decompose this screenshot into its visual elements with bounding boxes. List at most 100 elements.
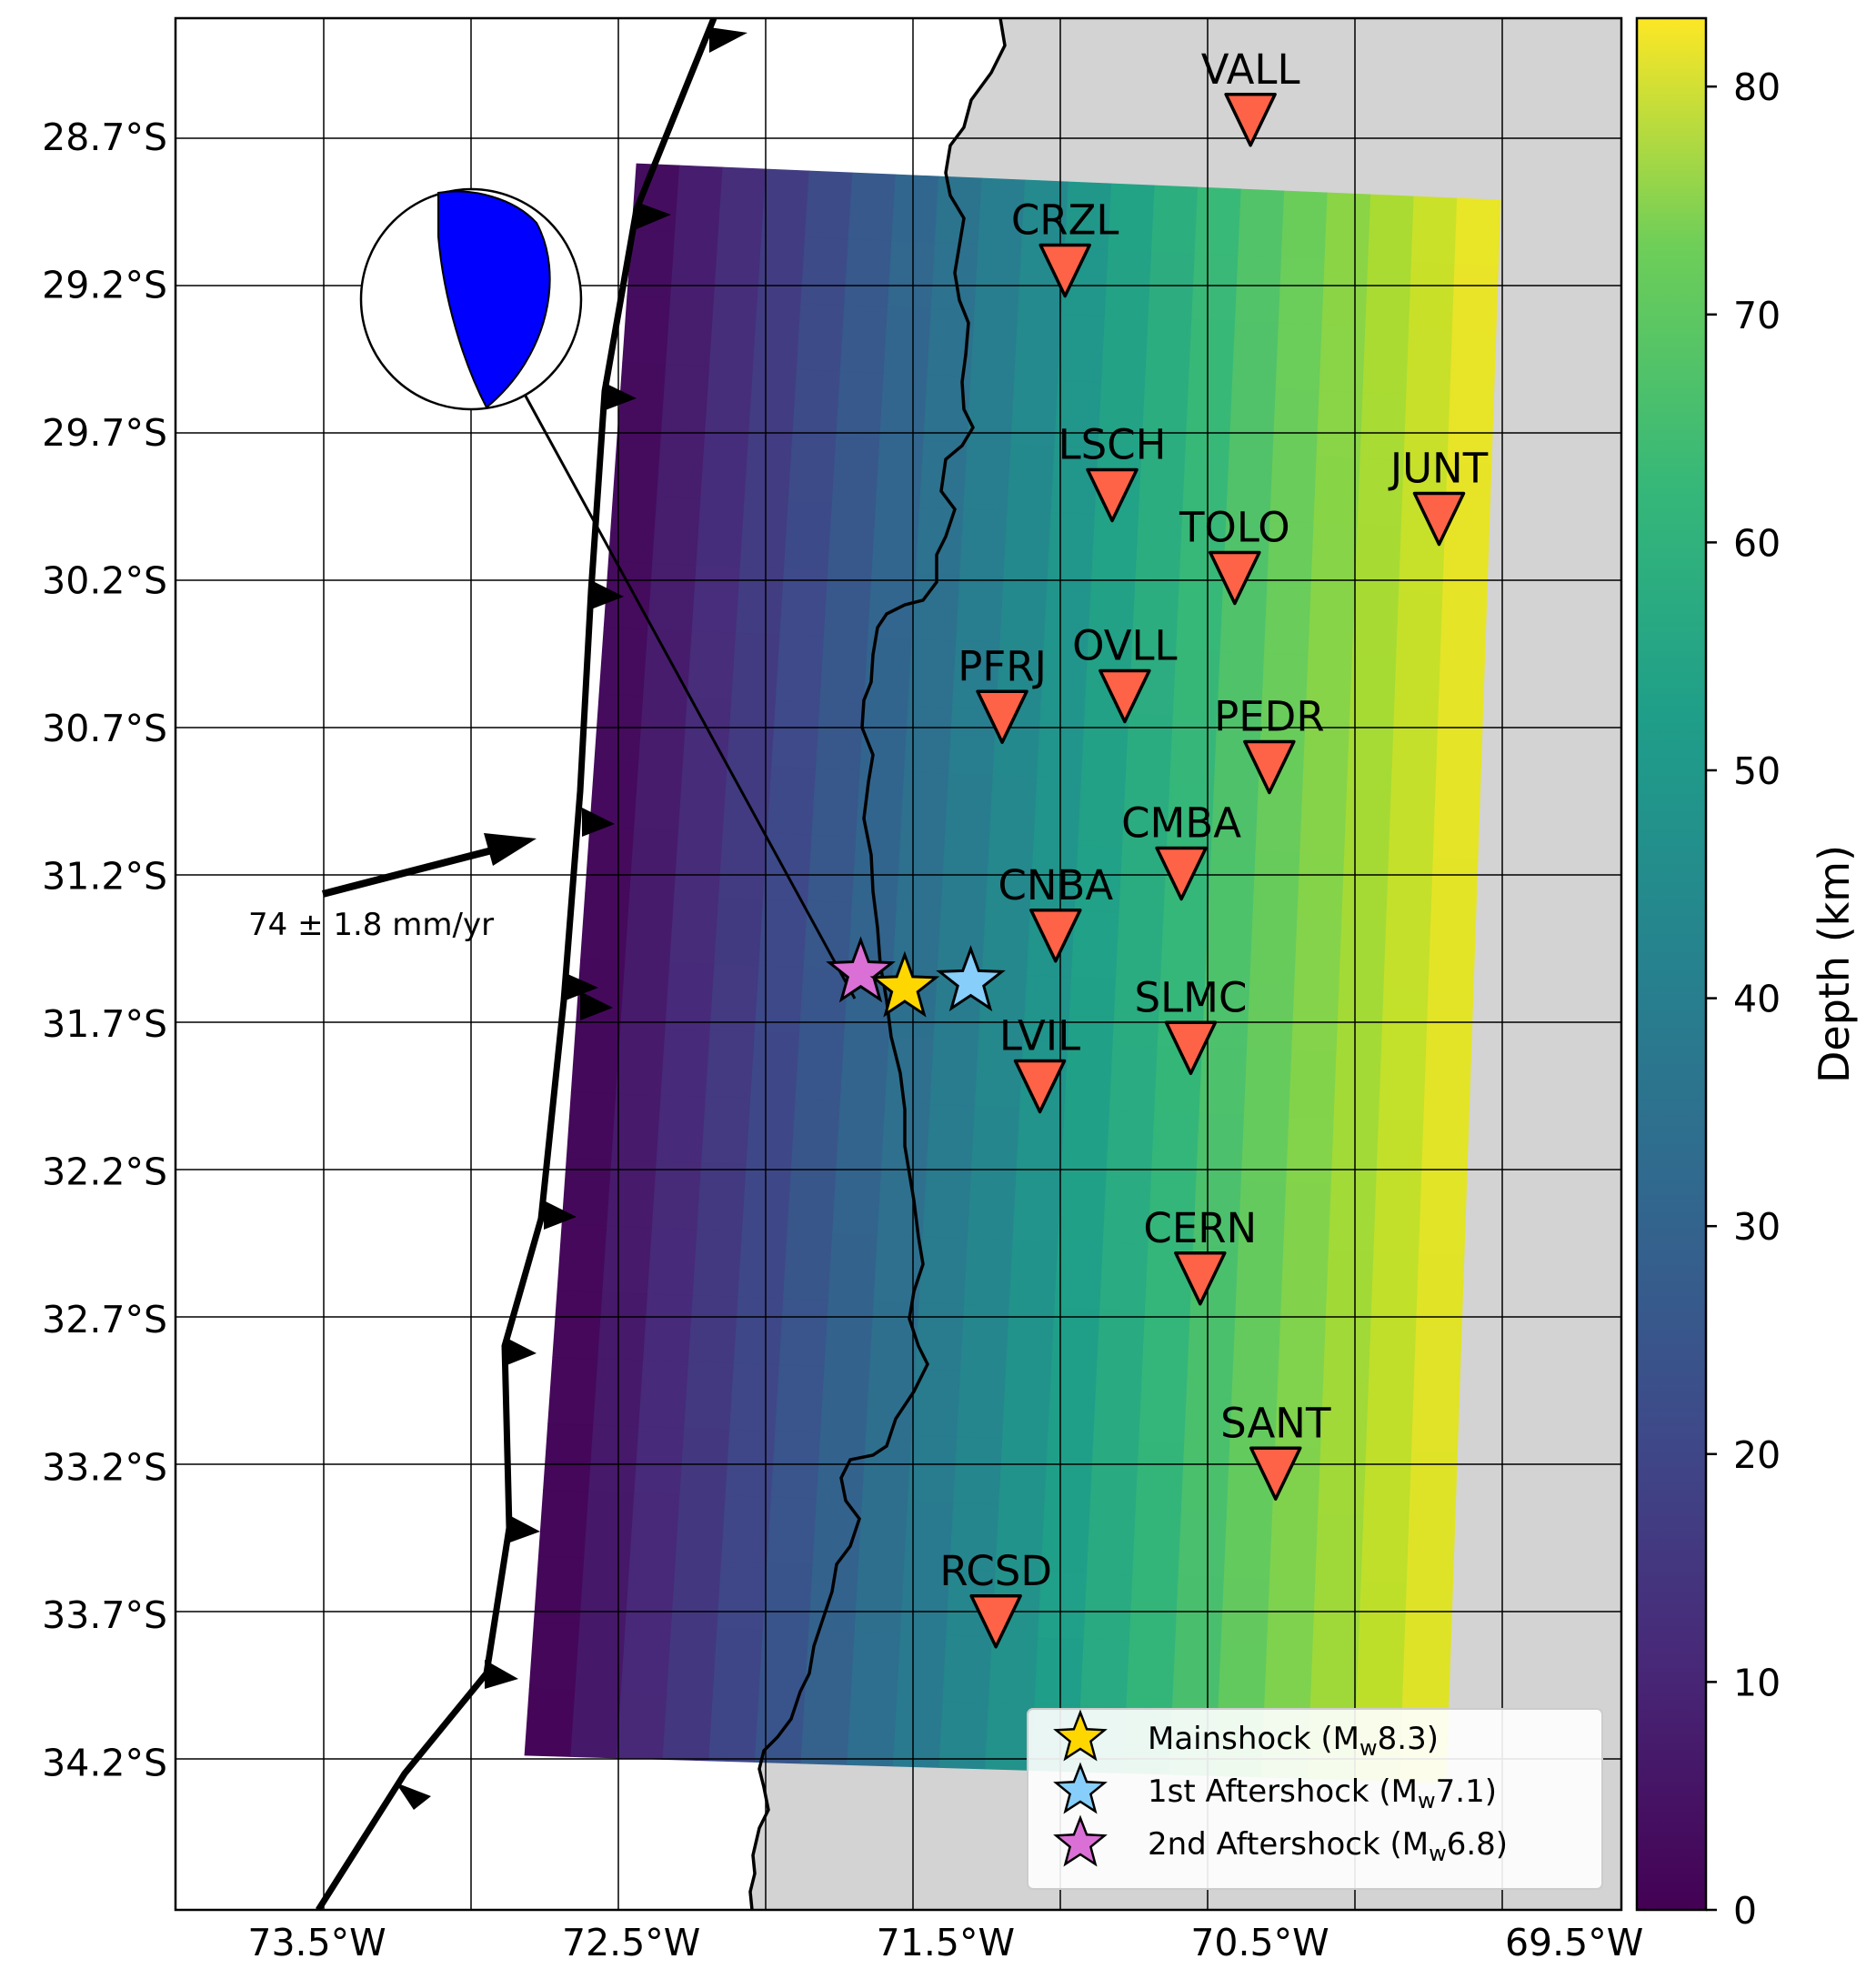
station-label: TOLO [1179, 504, 1290, 552]
station-triangle-icon [1013, 1059, 1067, 1114]
slab-cell [741, 1164, 792, 1233]
slab-cell [1294, 919, 1343, 988]
events [826, 936, 1006, 1018]
slab-cell [1048, 1372, 1098, 1442]
slab-cell [1003, 510, 1052, 579]
slab-cell [1308, 588, 1356, 658]
beachball-compressional [437, 190, 551, 409]
slab-cell [1430, 857, 1479, 926]
slab-cell [1365, 260, 1412, 329]
station-triangle-icon [1412, 491, 1466, 547]
slab-cell [1194, 186, 1242, 256]
slab-cell [922, 1170, 972, 1240]
slab-cell [1139, 1376, 1189, 1445]
slab-cell [967, 1171, 1018, 1241]
slab-cell [761, 168, 810, 238]
slab-cell [879, 372, 928, 442]
slab-cell [1089, 1441, 1139, 1510]
slab-cell [918, 1236, 968, 1305]
slab-cell [1349, 656, 1398, 725]
slab-cell [887, 240, 936, 309]
slab-cell [1223, 1511, 1273, 1580]
slab-cell [1199, 1047, 1248, 1116]
slab-cell [1115, 911, 1165, 981]
slab-cell [1135, 1442, 1185, 1511]
y-tick-label: 34.2°S [42, 1742, 167, 1785]
slab-cell [1132, 1508, 1182, 1577]
slab-cell [1289, 1050, 1338, 1120]
slab-cell [904, 705, 953, 775]
slab-cell [868, 571, 917, 640]
station-rcsd: RCSD [939, 1547, 1052, 1649]
slab-cell [771, 700, 821, 769]
trench-line [316, 18, 717, 1910]
slab-cell [820, 1365, 871, 1435]
y-tick-label: 29.2°S [42, 264, 167, 307]
slab-cell [1321, 258, 1369, 327]
slab-cell [856, 769, 906, 839]
slab-cell [959, 508, 1008, 578]
slab-cell [1341, 854, 1389, 923]
slab-cell [929, 1038, 979, 1107]
slab-cell [836, 1100, 887, 1170]
slab-cell [754, 965, 805, 1034]
slab-cell [629, 828, 679, 898]
slab-cell [1388, 789, 1437, 859]
colorbar: 0 10 20 30 40 50 60 70 80 Depth (km) [1635, 16, 1859, 1933]
slab-cell [1169, 715, 1219, 785]
slab-cell [883, 306, 932, 376]
slab-cell [662, 1693, 714, 1762]
slab-cell [1370, 1251, 1420, 1321]
slab-cell [552, 1291, 604, 1360]
slab-cell [717, 166, 767, 236]
station-label: VALL [1201, 45, 1300, 94]
slab-cell [733, 1296, 784, 1366]
slab-cell [1363, 1449, 1412, 1518]
slab-cell [1160, 913, 1209, 982]
slab-cell [816, 1432, 868, 1501]
station-tolo: TOLO [1179, 504, 1290, 606]
station-label: OVLL [1072, 622, 1178, 670]
slab-cell [1135, 515, 1183, 585]
colorbar-tick-label: 60 [1733, 521, 1781, 565]
slab-cell [1044, 1439, 1094, 1508]
slab-cell [1428, 923, 1476, 992]
slab-cell [900, 771, 949, 840]
slab-cell [1033, 776, 1082, 846]
y-tick-label: 33.7°S [42, 1593, 167, 1637]
slab-cell [1299, 786, 1348, 856]
slab-cell [970, 310, 1019, 379]
slab-cell [1185, 385, 1233, 454]
slab-cell [999, 576, 1048, 646]
slab-cell [1410, 196, 1458, 265]
slab-cell [1187, 1311, 1237, 1381]
legend: Mainshock (Mw8.3) 1st Aftershock (Mw7.1) 2… [1027, 1708, 1603, 1890]
slab-cell [670, 231, 719, 301]
slab-cell [873, 1234, 924, 1304]
slab-cell [656, 1094, 707, 1164]
slab-cell [692, 1229, 743, 1298]
legend-entry: 2nd Aftershock (Mw6.8) [1148, 1826, 1508, 1866]
station-label: CERN [1143, 1204, 1257, 1252]
station-ovll: OVLL [1072, 622, 1178, 724]
slab-cell [537, 1489, 590, 1559]
station-vall: VALL [1201, 45, 1300, 147]
slab-cell [705, 366, 754, 435]
slab-cell [675, 165, 724, 235]
slab-cell [696, 497, 746, 568]
slab-cell [1014, 312, 1062, 381]
slab-cell [908, 638, 957, 708]
slab-cell [896, 838, 946, 907]
slab-cell [597, 1291, 648, 1361]
slab-cell [1416, 1252, 1465, 1321]
slab-cell [1070, 910, 1120, 979]
slab-cell [1171, 1642, 1222, 1711]
colorbar-tick-label: 70 [1733, 294, 1781, 337]
colorbar-tick-label: 20 [1733, 1433, 1781, 1477]
slab-cell [836, 371, 885, 440]
slab-cell [524, 1688, 577, 1757]
slab-cell [1409, 1451, 1458, 1520]
slab-cell [957, 1370, 1007, 1439]
slab-cell [598, 628, 648, 697]
